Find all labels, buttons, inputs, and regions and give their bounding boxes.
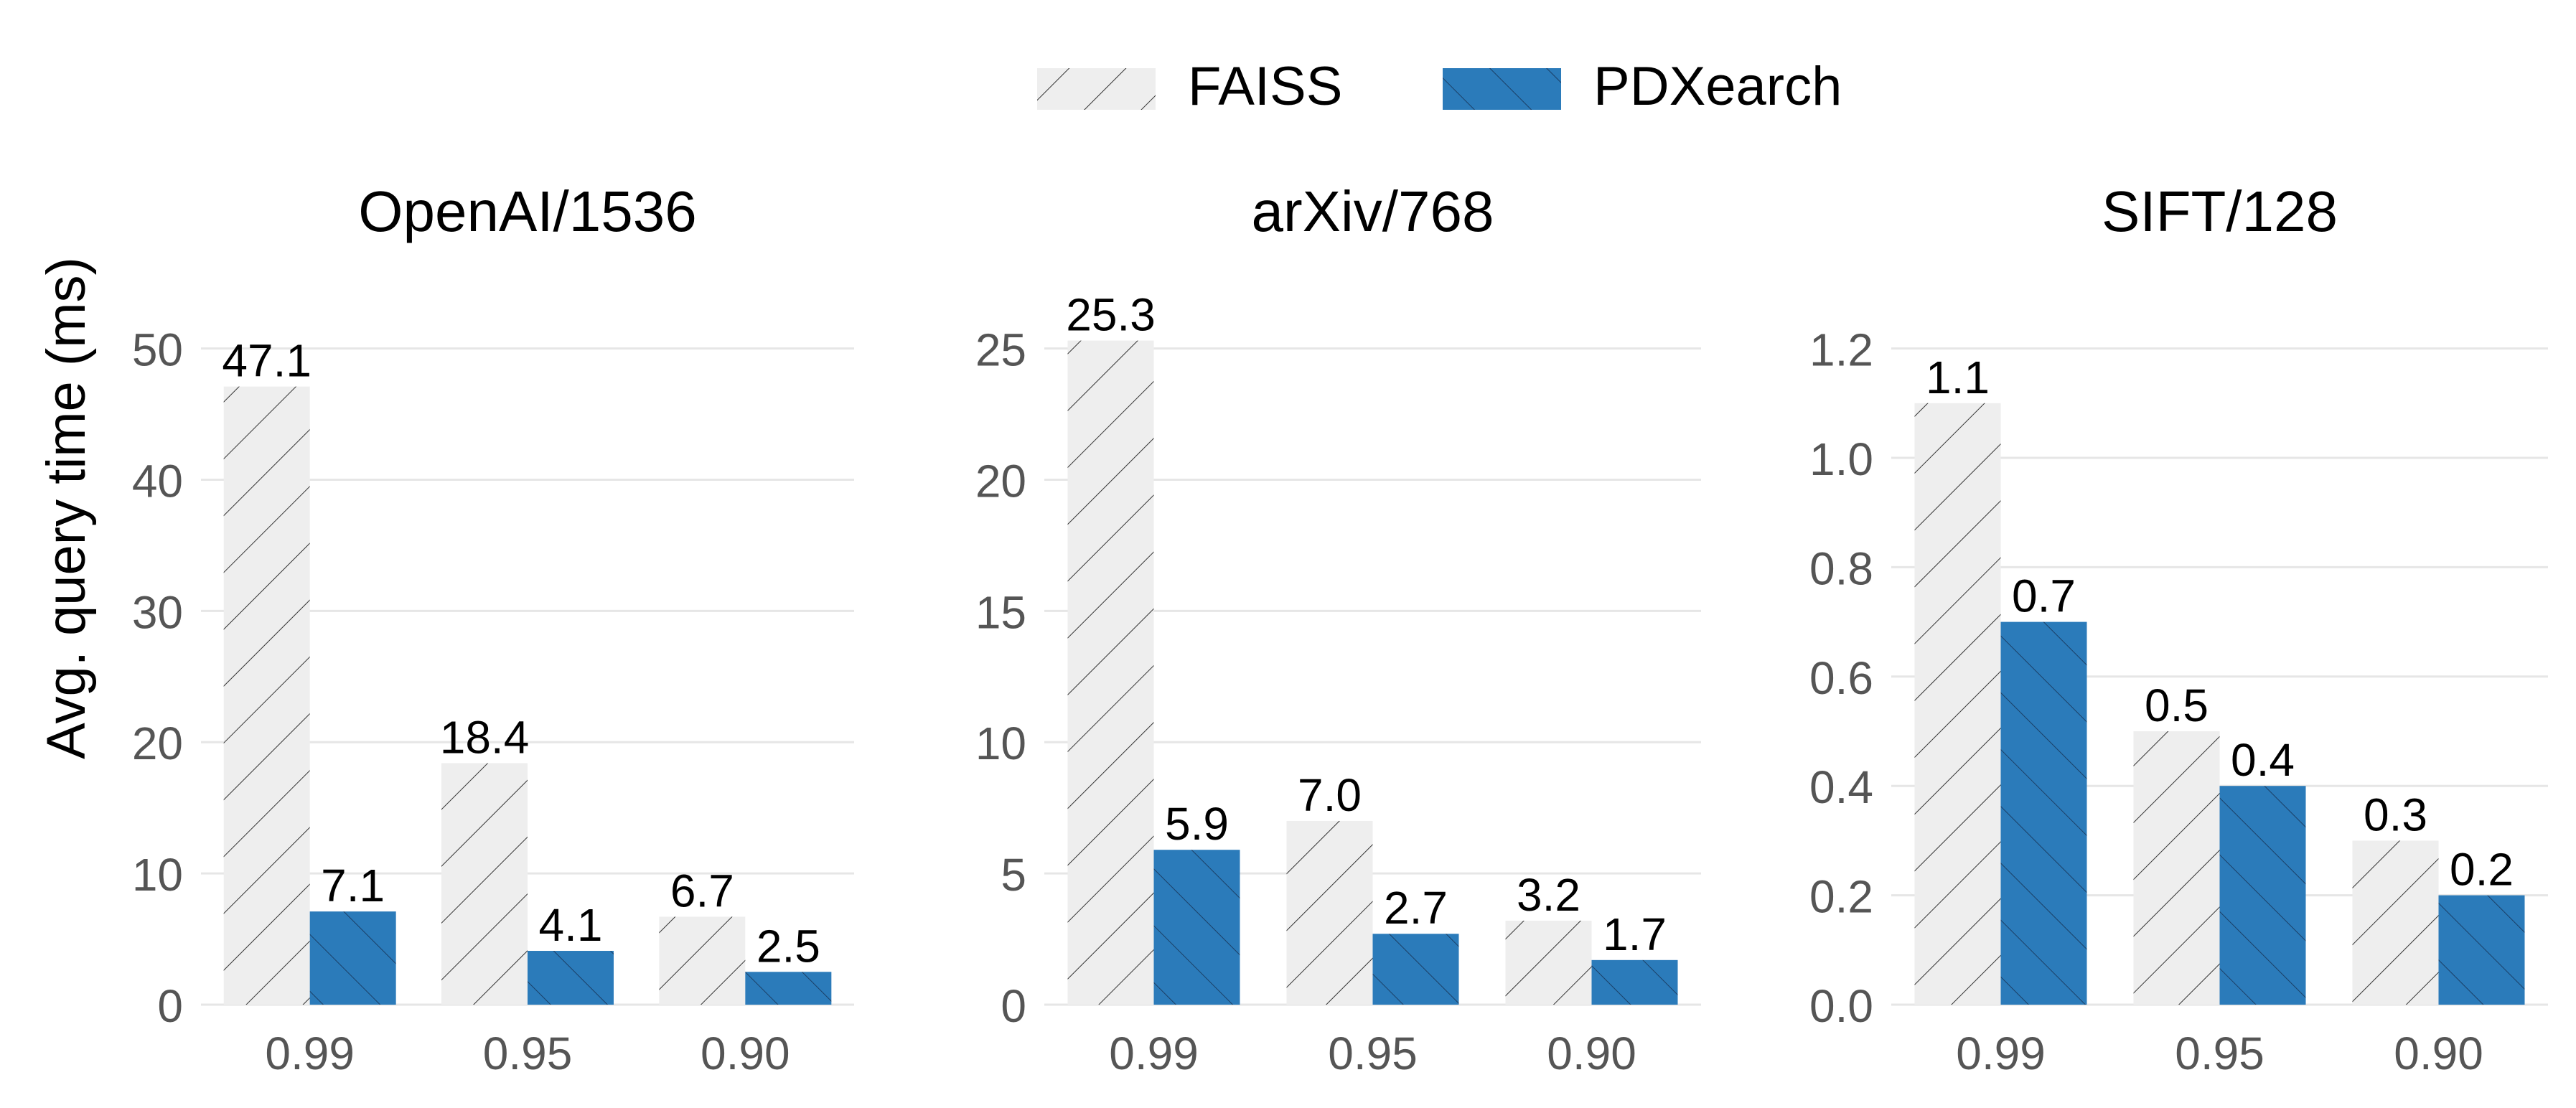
y-tick-label: 0.6 bbox=[1809, 652, 1873, 704]
bar-faiss bbox=[1505, 920, 1592, 1005]
data-label: 3.2 bbox=[1517, 869, 1580, 921]
y-tick-label: 20 bbox=[975, 455, 1026, 507]
panel-title: SIFT/128 bbox=[2102, 179, 2338, 243]
legend-swatch-faiss bbox=[1037, 68, 1156, 110]
bar-pdxearch bbox=[745, 972, 832, 1005]
bar-pdxearch bbox=[1153, 850, 1240, 1005]
y-tick-label: 1.0 bbox=[1809, 433, 1873, 485]
data-label: 1.7 bbox=[1603, 909, 1667, 960]
y-tick-label: 0 bbox=[1001, 980, 1026, 1032]
bar-faiss bbox=[1914, 403, 2001, 1005]
panel-title: OpenAI/1536 bbox=[358, 179, 696, 243]
legend-item-faiss: FAISS bbox=[1037, 56, 1342, 117]
legend: FAISS PDXearch bbox=[1037, 56, 1842, 117]
data-label: 0.2 bbox=[2450, 844, 2514, 896]
x-tick-label: 0.95 bbox=[1328, 1028, 1418, 1079]
data-label: 7.0 bbox=[1298, 769, 1362, 821]
chart-panel-1: OpenAI/1536 0 10 20 30 40 50 47.1 7.1 0.99 18.4 4.1… bbox=[132, 179, 854, 1079]
bar-pdxearch bbox=[1591, 959, 1678, 1005]
bar-faiss bbox=[1067, 340, 1154, 1005]
data-label: 0.5 bbox=[2145, 680, 2209, 731]
x-tick-label: 0.95 bbox=[2175, 1028, 2264, 1079]
bar-faiss bbox=[441, 763, 528, 1005]
y-tick-label: 1.2 bbox=[1809, 324, 1873, 376]
data-label: 5.9 bbox=[1165, 798, 1229, 850]
y-tick-label: 40 bbox=[132, 455, 183, 507]
y-tick-label: 0.2 bbox=[1809, 871, 1873, 923]
x-tick-label: 0.95 bbox=[483, 1028, 573, 1079]
y-tick-label: 25 bbox=[975, 324, 1026, 376]
chart-panel-3: SIFT/128 0.0 0.2 0.4 0.6 0.8 1.0 1.2 1.1 0.7 0.99 0… bbox=[1809, 179, 2548, 1079]
data-label: 0.7 bbox=[2012, 571, 2076, 622]
x-tick-label: 0.90 bbox=[1547, 1028, 1636, 1079]
legend-label-faiss: FAISS bbox=[1188, 56, 1342, 117]
bar-pdxearch bbox=[2438, 895, 2525, 1005]
data-label: 18.4 bbox=[440, 712, 530, 764]
y-tick-label: 30 bbox=[132, 586, 183, 638]
data-label: 1.1 bbox=[1926, 352, 1990, 403]
y-tick-label: 0.8 bbox=[1809, 543, 1873, 594]
y-tick-label: 50 bbox=[132, 324, 183, 376]
x-tick-label: 0.99 bbox=[265, 1028, 355, 1079]
legend-label-pdxearch: PDXearch bbox=[1593, 56, 1842, 117]
data-label: 25.3 bbox=[1066, 289, 1156, 341]
bar-faiss bbox=[2352, 840, 2439, 1005]
bar-faiss bbox=[659, 916, 746, 1005]
bar-faiss bbox=[223, 386, 310, 1005]
data-label: 6.7 bbox=[670, 865, 734, 916]
x-tick-label: 0.99 bbox=[1956, 1028, 2046, 1079]
legend-item-pdxearch: PDXearch bbox=[1443, 56, 1842, 117]
data-label: 0.3 bbox=[2364, 789, 2427, 840]
legend-swatch-pdxearch bbox=[1443, 68, 1561, 110]
panel-title: arXiv/768 bbox=[1252, 179, 1494, 243]
bar-faiss bbox=[2133, 731, 2220, 1005]
data-label: 2.5 bbox=[757, 920, 820, 972]
bar-faiss bbox=[1286, 820, 1373, 1005]
y-tick-label: 0.0 bbox=[1809, 980, 1873, 1032]
y-tick-label: 20 bbox=[132, 718, 183, 769]
x-tick-label: 0.90 bbox=[2394, 1028, 2483, 1079]
data-label: 7.1 bbox=[321, 860, 385, 911]
data-label: 0.4 bbox=[2231, 734, 2295, 786]
chart-panel-2: arXiv/768 0 5 10 15 20 25 25.3 5.9 0.99 7.0 2.7 0.95… bbox=[975, 179, 1701, 1079]
data-label: 2.7 bbox=[1384, 882, 1448, 934]
y-tick-label: 15 bbox=[975, 586, 1026, 638]
data-label: 4.1 bbox=[539, 899, 603, 951]
y-tick-label: 10 bbox=[975, 718, 1026, 769]
y-tick-label: 10 bbox=[132, 849, 183, 901]
bar-pdxearch bbox=[2219, 786, 2306, 1005]
bar-pdxearch bbox=[2000, 621, 2087, 1005]
bar-pdxearch bbox=[528, 951, 614, 1005]
y-tick-label: 0 bbox=[157, 980, 183, 1032]
y-tick-label: 5 bbox=[1001, 849, 1026, 901]
y-tick-label: 0.4 bbox=[1809, 761, 1873, 813]
x-tick-label: 0.90 bbox=[701, 1028, 790, 1079]
x-tick-label: 0.99 bbox=[1109, 1028, 1199, 1079]
bar-pdxearch bbox=[1372, 934, 1459, 1005]
y-axis-label: Avg. query time (ms) bbox=[36, 257, 97, 759]
bar-pdxearch bbox=[309, 911, 396, 1005]
data-label: 47.1 bbox=[222, 335, 312, 387]
